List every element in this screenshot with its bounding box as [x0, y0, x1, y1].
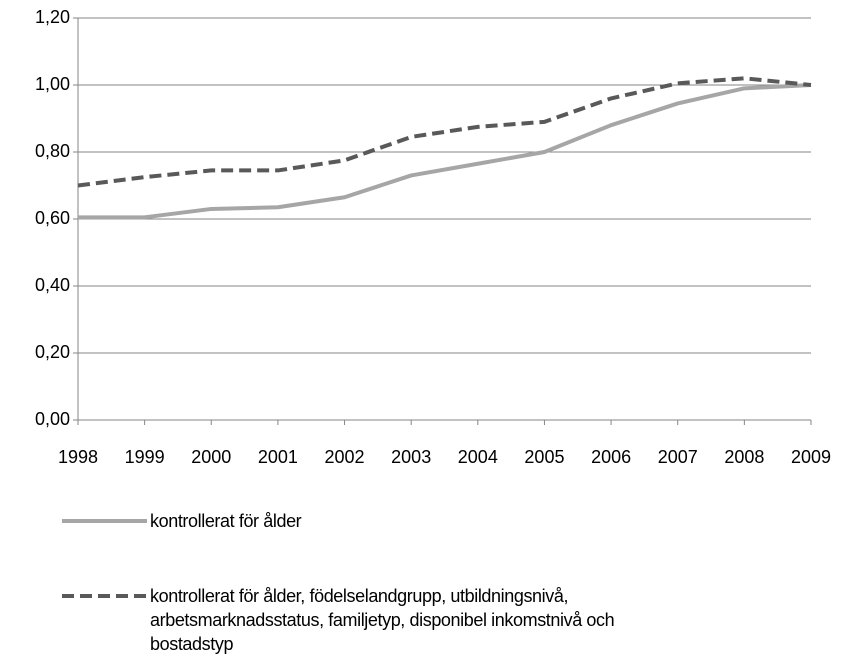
y-tick-label: 0,80 — [35, 141, 70, 161]
y-tick-label: 0,00 — [35, 409, 70, 429]
x-tick-label: 2005 — [524, 447, 564, 467]
x-tick-label: 2004 — [458, 447, 498, 467]
y-tick-label: 0,60 — [35, 208, 70, 228]
y-tick-label: 0,40 — [35, 275, 70, 295]
legend-label: kontrollerat för ålder — [150, 511, 302, 531]
series-line — [78, 83, 812, 220]
series-line — [77, 76, 812, 188]
x-tick-label: 2006 — [591, 447, 631, 467]
x-tick-label: 2003 — [391, 447, 431, 467]
x-tick-label: 2001 — [258, 447, 298, 467]
x-tick-label: 2002 — [325, 447, 365, 467]
x-tick-label: 1998 — [58, 447, 98, 467]
legend-label: kontrollerat för ålder, födelselandgrupp… — [150, 586, 615, 654]
x-tick-label: 2009 — [791, 447, 831, 467]
x-tick-label: 1999 — [125, 447, 165, 467]
x-tick-label: 2008 — [724, 447, 764, 467]
x-tick-label: 2000 — [191, 447, 231, 467]
y-tick-label: 1,00 — [35, 74, 70, 94]
x-tick-label: 2007 — [658, 447, 698, 467]
y-tick-label: 1,20 — [35, 7, 70, 27]
y-tick-label: 0,20 — [35, 342, 70, 362]
